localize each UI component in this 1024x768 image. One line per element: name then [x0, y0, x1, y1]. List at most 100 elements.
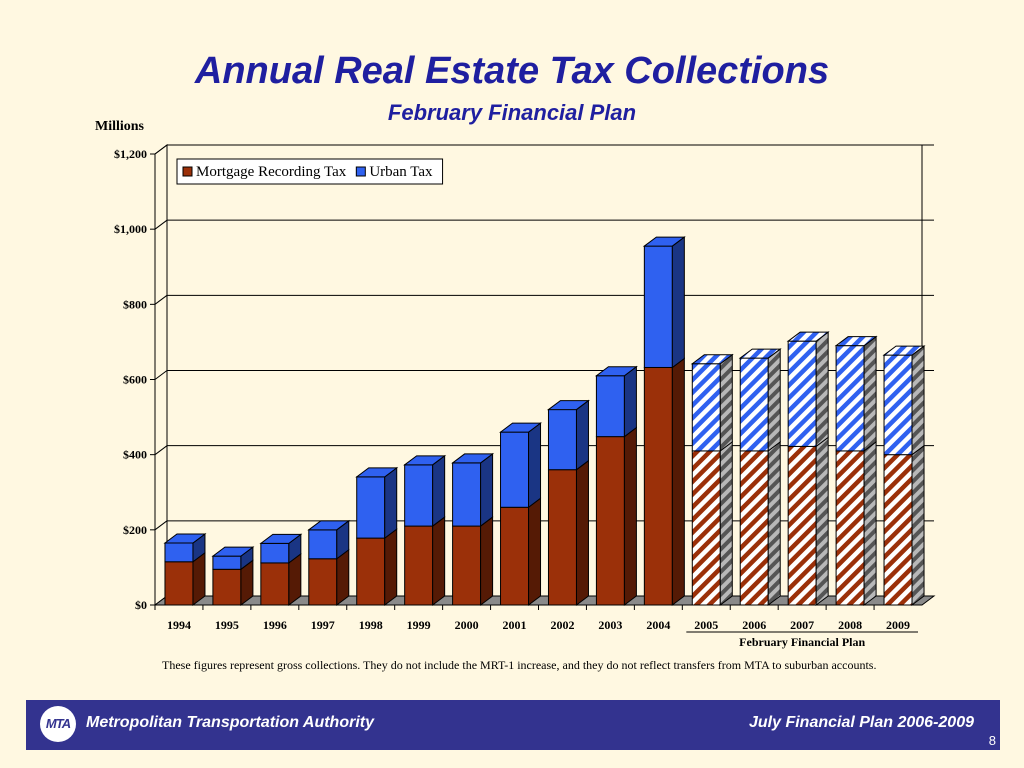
bar-mortgage-recording-tax-2006: [739, 450, 769, 606]
x-tick-label-2009: 2009: [886, 618, 910, 632]
bar-top-2006: [738, 348, 782, 359]
footnote: These figures represent gross collection…: [162, 658, 877, 672]
bar-side-2005-0: [719, 440, 733, 606]
bar-top-2005: [690, 354, 734, 365]
bar-urban-tax-1995: [212, 555, 242, 570]
bar-urban-tax-2001: [500, 431, 530, 508]
bar-side-2000-0: [480, 516, 494, 606]
bar-urban-tax-2007: [787, 340, 817, 447]
bar-mortgage-recording-tax-2007: [787, 445, 817, 606]
footer-bar: MTA Metropolitan Transportation Authorit…: [26, 700, 1000, 750]
bar-mortgage-recording-tax-1998: [356, 537, 386, 606]
gridline-side: [154, 219, 168, 230]
gridline-side: [154, 445, 168, 456]
mta-logo-icon: MTA: [40, 706, 76, 742]
bar-mortgage-recording-tax-1999: [404, 525, 434, 606]
legend-swatch-1: [355, 166, 366, 177]
bar-mortgage-recording-tax-2005: [691, 450, 721, 606]
gridline-side: [154, 294, 168, 305]
y-axis-units-label: Millions: [95, 119, 145, 134]
bar-side-2007-1: [815, 331, 829, 448]
page-title: Annual Real Estate Tax Collections: [194, 50, 830, 92]
bar-top-1996: [259, 533, 303, 544]
gridline-side: [154, 370, 168, 380]
x-tick-label-1996: 1996: [263, 618, 287, 632]
projection-label: February Financial Plan: [739, 635, 865, 649]
legend-swatch-0: [182, 166, 193, 177]
bar-side-2008-1: [863, 335, 877, 452]
bar-top-2009: [882, 345, 926, 356]
x-tick-label-2008: 2008: [838, 618, 862, 632]
bar-urban-tax-2002: [547, 409, 577, 471]
x-tick-label-1999: 1999: [407, 618, 431, 632]
bar-side-2004-0: [671, 357, 685, 606]
x-tick-label-2000: 2000: [455, 618, 479, 632]
bar-urban-tax-2004: [643, 245, 673, 368]
bar-top-1999: [403, 455, 447, 466]
bar-top-2002: [546, 400, 590, 411]
bar-side-2006-1: [767, 348, 781, 452]
bar-mortgage-recording-tax-2003: [595, 436, 625, 606]
bar-side-1998-1: [384, 466, 398, 540]
bar-side-2001-1: [528, 422, 542, 509]
bar-side-2009-1: [911, 345, 925, 456]
bar-side-2004-1: [671, 236, 685, 369]
bar-mortgage-recording-tax-1994: [164, 561, 194, 606]
bar-urban-tax-2005: [691, 363, 721, 452]
bar-side-2006-0: [767, 440, 781, 606]
legend-entry-1: Urban Tax: [369, 164, 433, 180]
x-tick-label-2005: 2005: [694, 618, 718, 632]
x-tick-label-2004: 2004: [646, 618, 670, 632]
x-tick-label-1995: 1995: [215, 618, 239, 632]
bar-side-2002-0: [575, 459, 589, 606]
bar-urban-tax-1994: [164, 542, 194, 563]
bar-urban-tax-2000: [452, 462, 482, 527]
stacked-bar-chart: $0$200$400$600$800$1,000$1,200 1994 1995 1…: [114, 144, 936, 649]
y-tick-label: $800: [123, 297, 147, 311]
bar-top-2003: [594, 366, 638, 377]
bars: [163, 236, 926, 606]
bar-mortgage-recording-tax-2009: [883, 454, 913, 606]
legend-entry-0: Mortgage Recording Tax: [196, 164, 347, 180]
bar-mortgage-recording-tax-2001: [500, 506, 530, 606]
bar-mortgage-recording-tax-2004: [643, 366, 673, 606]
gridline-side: [154, 520, 168, 531]
bar-urban-tax-1999: [404, 464, 434, 527]
bar-urban-tax-1998: [356, 476, 386, 539]
x-tick-label-1994: 1994: [167, 618, 191, 632]
bar-mortgage-recording-tax-2000: [452, 525, 482, 606]
y-tick-label: $0: [135, 598, 147, 612]
bar-mortgage-recording-tax-1995: [212, 568, 242, 606]
x-tick-label-2006: 2006: [742, 618, 766, 632]
y-tick-label: $400: [123, 448, 147, 462]
x-tick-label-2007: 2007: [790, 618, 814, 632]
bar-mortgage-recording-tax-1997: [308, 558, 338, 606]
bar-side-2003-1: [623, 365, 637, 438]
bar-side-1998-0: [384, 528, 398, 606]
bar-top-2000: [451, 453, 495, 464]
bar-top-2001: [499, 422, 543, 433]
legend: Mortgage Recording Tax Urban Tax: [176, 158, 444, 185]
bar-side-2001-0: [528, 497, 542, 606]
bar-urban-tax-1996: [260, 542, 290, 564]
page-subtitle: February Financial Plan: [387, 100, 637, 125]
bar-urban-tax-1997: [308, 529, 338, 560]
bar-top-1997: [307, 520, 351, 531]
y-tick-label: $1,200: [114, 147, 147, 161]
y-axis: $0 $200 $400 $600 $800 $1,000 $1,200: [114, 147, 156, 612]
bar-mortgage-recording-tax-2002: [547, 469, 577, 606]
bar-side-2009-0: [911, 444, 925, 606]
y-tick-label: $200: [123, 523, 147, 537]
bar-top-1994: [163, 533, 207, 544]
bar-side-2005-1: [719, 353, 733, 452]
bar-mortgage-recording-tax-1996: [260, 562, 290, 606]
footer-organization: Metropolitan Transportation Authority: [86, 714, 374, 731]
bar-top-1995: [211, 546, 255, 557]
x-tick-label-2003: 2003: [598, 618, 622, 632]
bar-side-2007-0: [815, 436, 829, 606]
gridline-side: [154, 144, 168, 155]
bar-urban-tax-2003: [595, 375, 625, 438]
bar-side-2000-1: [480, 452, 494, 528]
bar-urban-tax-2008: [835, 345, 865, 452]
y-tick-label: $600: [123, 373, 147, 387]
